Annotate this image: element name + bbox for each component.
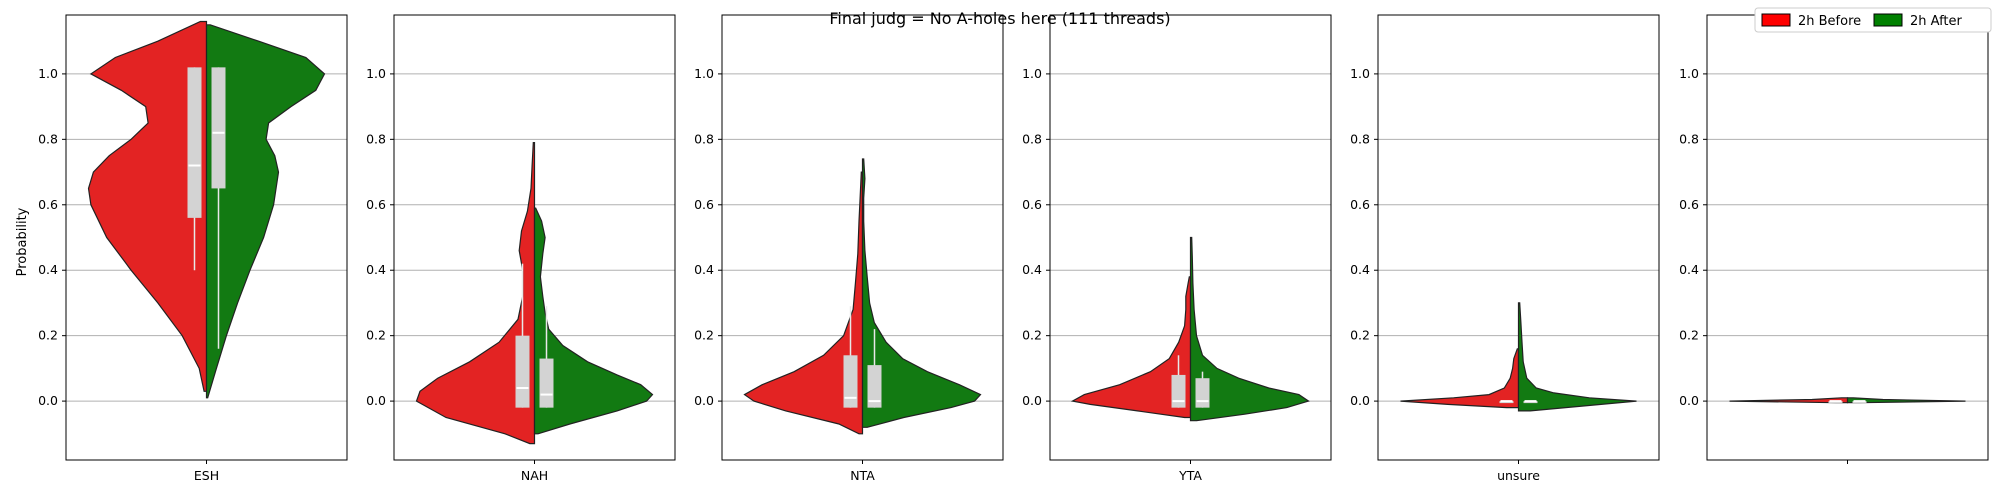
x-tick-label: ESH: [194, 468, 219, 483]
y-tick-label: 0.8: [694, 131, 714, 146]
chart-panels: 0.0 0.2 0.4 0.6 0.8 1.0 ESH 0.0 0.2 0.4 0.6 0.8 1.0 N…: [38, 14, 1989, 483]
y-tick-label: 0.2: [38, 328, 58, 343]
x-tick-label: YTA: [1178, 468, 1202, 483]
x-tick-label: unsure: [1497, 468, 1540, 483]
iqr-box: [843, 355, 858, 408]
legend-before-swatch: [1761, 13, 1791, 27]
legend-after-label: 2h After: [1910, 14, 1963, 29]
y-tick-label: 0.8: [366, 131, 386, 146]
x-tick-label: NAH: [521, 468, 548, 483]
iqr-box: [1195, 378, 1210, 408]
y-tick-label: 0.0: [366, 393, 386, 408]
violin-before: [415, 142, 536, 445]
y-tick-label: 0.4: [694, 262, 714, 277]
iqr-box: [187, 67, 202, 218]
y-tick-label: 0.4: [366, 262, 386, 277]
y-tick-label: 0.6: [38, 197, 58, 212]
violin-before: [743, 171, 864, 435]
y-tick-label: 0.6: [1022, 197, 1042, 212]
violin-after: [533, 207, 654, 435]
panel-NTA: 0.0 0.2 0.4 0.6 0.8 1.0 NTA: [694, 14, 1004, 483]
y-tick-label: 0.2: [1679, 328, 1699, 343]
panel-blank: 0.0 0.2 0.4 0.6 0.8 1.0: [1679, 14, 1989, 464]
violin-after: [205, 24, 326, 399]
y-tick-label: 0.2: [1350, 328, 1370, 343]
violin-before: [1400, 348, 1520, 409]
y-tick-label: 0.2: [366, 328, 386, 343]
y-tick-label: 1.0: [38, 66, 58, 81]
iqr-box: [539, 358, 554, 408]
violin-before: [1070, 276, 1192, 419]
legend-after-swatch: [1873, 13, 1903, 27]
legend-box: [1754, 7, 1992, 33]
y-tick-label: 0.4: [1679, 262, 1699, 277]
y-tick-label: 0.2: [694, 328, 714, 343]
panel-NAH: 0.0 0.2 0.4 0.6 0.8 1.0 NAH: [366, 14, 676, 483]
y-axis-label: Probability: [15, 207, 30, 276]
y-tick-label: 0.4: [1022, 262, 1042, 277]
y-tick-label: 0.0: [1350, 393, 1370, 408]
y-tick-label: 0.6: [366, 197, 386, 212]
y-tick-label: 0.2: [1022, 328, 1042, 343]
legend-before-label: 2h Before: [1798, 14, 1861, 29]
y-tick-label: 0.8: [38, 131, 58, 146]
panel-YTA: 0.0 0.2 0.4 0.6 0.8 1.0 YTA: [1022, 14, 1332, 483]
y-tick-label: 0.6: [694, 197, 714, 212]
y-tick-label: 0.0: [38, 393, 58, 408]
iqr-box: [515, 335, 530, 408]
y-tick-label: 1.0: [1022, 66, 1042, 81]
violin-after: [1189, 236, 1310, 422]
iqr-box: [1171, 374, 1186, 408]
violin-before: [87, 20, 208, 392]
y-tick-label: 1.0: [1350, 66, 1370, 81]
x-tick-label: NTA: [850, 468, 875, 483]
violin-after: [861, 158, 982, 428]
y-tick-label: 0.6: [1350, 197, 1370, 212]
chart-legend: 2h Before 2h After: [1754, 7, 1992, 33]
y-tick-label: 0.0: [694, 393, 714, 408]
iqr-box: [211, 67, 226, 189]
y-tick-label: 0.8: [1022, 131, 1042, 146]
y-tick-label: 0.8: [1679, 131, 1699, 146]
y-tick-label: 1.0: [1679, 66, 1699, 81]
y-tick-label: 0.4: [1350, 262, 1370, 277]
y-tick-label: 0.0: [1022, 393, 1042, 408]
y-tick-label: 0.4: [38, 262, 58, 277]
panel-unsure: 0.0 0.2 0.4 0.6 0.8 1.0 unsure: [1350, 14, 1660, 483]
y-tick-label: 0.0: [1679, 393, 1699, 408]
y-tick-label: 0.6: [1679, 197, 1699, 212]
violin-after: [1517, 302, 1637, 412]
y-tick-label: 0.8: [1350, 131, 1370, 146]
y-tick-label: 1.0: [366, 66, 386, 81]
panel-ESH: 0.0 0.2 0.4 0.6 0.8 1.0 ESH: [38, 14, 348, 483]
chart-title: Final judg = No A-holes here (111 thread…: [829, 9, 1170, 28]
axes-frame: [1706, 14, 1989, 461]
y-tick-label: 1.0: [694, 66, 714, 81]
iqr-box: [867, 365, 882, 408]
